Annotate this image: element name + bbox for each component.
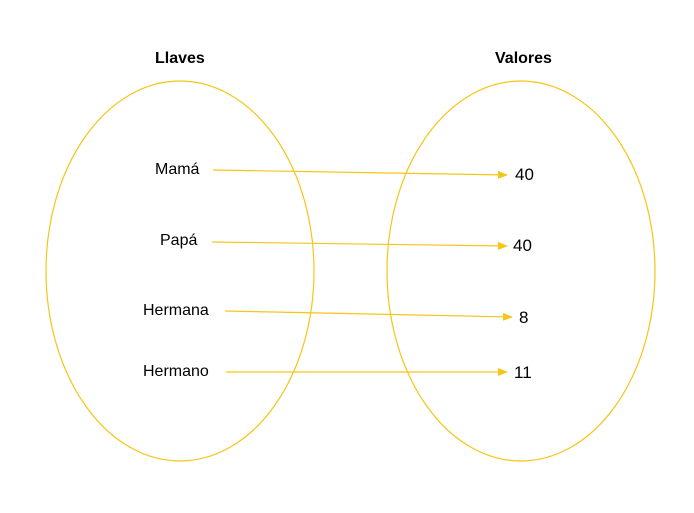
mapping-arrow-mama	[212, 169, 508, 179]
key-label-papa: Papá	[160, 232, 198, 249]
key-label-mama: Mamá	[155, 161, 200, 178]
value-label-hermana: 8	[519, 308, 529, 327]
value-label-papa: 40	[513, 236, 532, 255]
key-label-hermana: Hermana	[143, 302, 209, 319]
values-set-ellipse	[386, 80, 656, 462]
value-label-hermano: 11	[514, 363, 532, 382]
values-heading: Valores	[495, 50, 552, 67]
mapping-arrow-papa	[211, 241, 508, 250]
key-label-hermano: Hermano	[143, 363, 209, 380]
value-label-mama: 40	[515, 165, 534, 184]
keys-heading: Llaves	[155, 50, 205, 67]
mapping-arrow-hermana	[224, 310, 513, 321]
keys-set-ellipse	[45, 80, 315, 462]
